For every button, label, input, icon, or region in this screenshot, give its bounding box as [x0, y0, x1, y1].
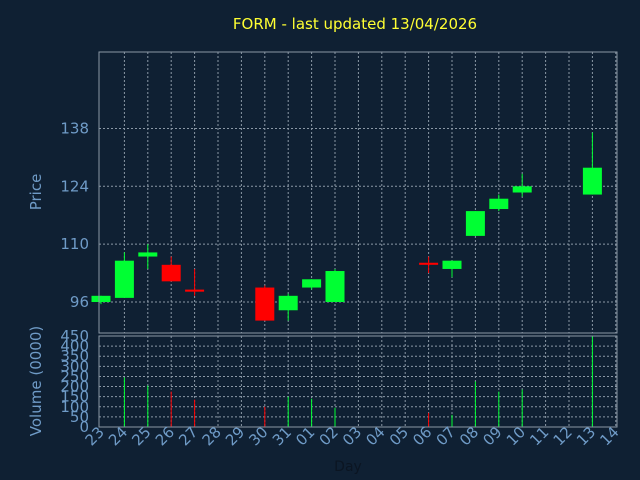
candle [255, 285, 275, 321]
candle-body [161, 264, 181, 282]
candle [114, 252, 134, 298]
x-tick-labels: 2324252627282930310102030405060708091011… [82, 423, 623, 449]
candle-body [582, 167, 602, 195]
price-panel-border [98, 51, 618, 334]
candle-body [278, 295, 298, 311]
candle [278, 293, 298, 321]
volume-tick-label: 350 [60, 347, 89, 365]
candle-body [419, 262, 439, 265]
volume-tick-label: 150 [60, 388, 89, 406]
candle [582, 132, 602, 195]
volume-tick-label: 100 [60, 398, 89, 416]
candle [419, 256, 439, 274]
chart-title: FORM - last updated 13/04/2026 [233, 15, 477, 33]
volume-tick-label: 250 [60, 367, 89, 385]
candle-body [185, 289, 205, 292]
candle-body [114, 260, 134, 298]
candle [138, 244, 158, 269]
price-tick-label: 110 [60, 235, 89, 253]
volume-panel-border [98, 335, 618, 428]
candle-body [91, 295, 111, 303]
grid-layer [99, 52, 617, 427]
volume-tick-label: 300 [60, 357, 89, 375]
candle-body [302, 279, 322, 288]
candle [465, 211, 485, 236]
candle-body [138, 252, 158, 257]
candle-body [512, 186, 532, 193]
volume-layer [123, 336, 593, 427]
volume-tick-label: 50 [70, 408, 89, 426]
plot-borders [98, 51, 618, 428]
volume-tick-label: 400 [60, 337, 89, 355]
candle [325, 268, 345, 303]
candle-body [255, 287, 275, 321]
candle [442, 260, 462, 278]
candle-body [465, 211, 485, 236]
price-axis-label: Price [27, 174, 45, 211]
volume-tick-label: 450 [60, 327, 89, 345]
candle-body [489, 198, 509, 210]
candle-body [442, 260, 462, 269]
candle [489, 194, 509, 212]
candle-body [325, 271, 345, 303]
x-axis-label: Day [334, 459, 362, 475]
price-tick-label: 138 [60, 119, 89, 137]
price-tick-label: 96 [70, 293, 89, 311]
candles-layer [91, 132, 602, 321]
candle [512, 173, 532, 197]
volume-axis-label: Volume (0000) [27, 326, 45, 436]
volume-tick-label: 0 [79, 418, 89, 436]
price-tick-label: 124 [60, 177, 89, 195]
candle [161, 256, 181, 282]
candle [302, 279, 322, 290]
candle [91, 295, 111, 305]
candle [185, 268, 205, 296]
volume-tick-label: 200 [60, 378, 89, 396]
